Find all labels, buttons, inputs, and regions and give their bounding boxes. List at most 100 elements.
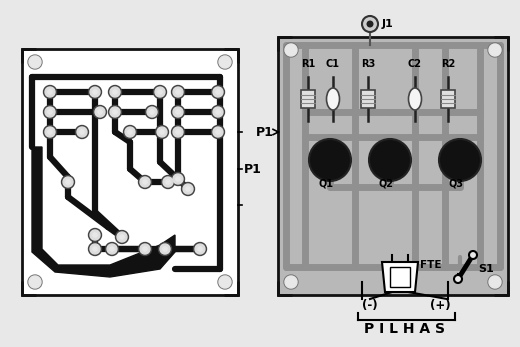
Circle shape — [98, 110, 102, 114]
Circle shape — [488, 275, 502, 289]
Circle shape — [125, 127, 135, 137]
Circle shape — [109, 105, 122, 118]
Circle shape — [153, 85, 166, 99]
Circle shape — [124, 126, 136, 138]
Circle shape — [48, 130, 52, 134]
Text: R3: R3 — [361, 59, 375, 69]
Circle shape — [90, 230, 100, 240]
Circle shape — [75, 126, 88, 138]
Circle shape — [45, 107, 55, 117]
Circle shape — [309, 139, 351, 181]
Circle shape — [183, 184, 193, 194]
Circle shape — [90, 244, 100, 254]
Circle shape — [216, 110, 220, 114]
Circle shape — [44, 85, 57, 99]
Bar — [278, 37, 508, 295]
Circle shape — [186, 187, 190, 191]
Circle shape — [93, 90, 97, 94]
Bar — [390, 267, 410, 287]
Circle shape — [45, 127, 55, 137]
Circle shape — [362, 16, 378, 32]
Circle shape — [439, 139, 481, 181]
Circle shape — [163, 247, 167, 251]
Circle shape — [172, 126, 185, 138]
Circle shape — [193, 243, 206, 255]
Text: S1: S1 — [478, 264, 494, 274]
Text: Q2: Q2 — [379, 178, 394, 188]
Circle shape — [48, 90, 52, 94]
Circle shape — [160, 244, 170, 254]
Circle shape — [48, 110, 52, 114]
Circle shape — [212, 105, 225, 118]
Circle shape — [176, 130, 180, 134]
Circle shape — [369, 139, 411, 181]
Circle shape — [95, 107, 105, 117]
Circle shape — [213, 87, 223, 97]
Circle shape — [285, 276, 297, 288]
Circle shape — [163, 177, 173, 187]
Text: (-): (-) — [362, 298, 378, 312]
Circle shape — [143, 180, 147, 184]
Circle shape — [140, 244, 150, 254]
Circle shape — [29, 276, 41, 288]
Circle shape — [110, 107, 120, 117]
Text: Q1: Q1 — [318, 178, 333, 188]
Circle shape — [115, 230, 128, 244]
Circle shape — [88, 85, 101, 99]
Circle shape — [138, 243, 151, 255]
Circle shape — [113, 90, 117, 94]
Text: R1: R1 — [301, 59, 315, 69]
Circle shape — [155, 87, 165, 97]
Circle shape — [147, 107, 157, 117]
Circle shape — [166, 180, 170, 184]
Circle shape — [285, 44, 297, 56]
Circle shape — [173, 87, 183, 97]
Circle shape — [219, 56, 231, 68]
Circle shape — [489, 44, 501, 56]
Circle shape — [219, 276, 231, 288]
Circle shape — [195, 244, 205, 254]
Circle shape — [469, 251, 477, 259]
Circle shape — [45, 87, 55, 97]
Circle shape — [155, 126, 168, 138]
Text: (+): (+) — [430, 298, 450, 312]
Circle shape — [128, 130, 132, 134]
Circle shape — [213, 127, 223, 137]
Circle shape — [176, 90, 180, 94]
Circle shape — [284, 43, 298, 57]
Circle shape — [212, 85, 225, 99]
Circle shape — [120, 235, 124, 239]
Text: P1: P1 — [244, 162, 262, 176]
Text: FTE: FTE — [420, 260, 441, 270]
Circle shape — [172, 85, 185, 99]
Circle shape — [28, 55, 42, 69]
Circle shape — [63, 177, 73, 187]
Circle shape — [489, 276, 501, 288]
Circle shape — [284, 275, 298, 289]
Circle shape — [146, 105, 159, 118]
Circle shape — [109, 85, 122, 99]
Circle shape — [117, 232, 127, 242]
Circle shape — [28, 275, 42, 289]
Ellipse shape — [409, 88, 422, 110]
Circle shape — [150, 110, 154, 114]
Text: C2: C2 — [408, 59, 422, 69]
Circle shape — [213, 107, 223, 117]
Text: R2: R2 — [441, 59, 455, 69]
Circle shape — [173, 107, 183, 117]
Ellipse shape — [327, 88, 340, 110]
Text: C1: C1 — [326, 59, 340, 69]
Circle shape — [107, 244, 117, 254]
Circle shape — [44, 126, 57, 138]
Circle shape — [176, 177, 180, 181]
Text: J1: J1 — [382, 19, 394, 29]
Circle shape — [173, 127, 183, 137]
Polygon shape — [382, 262, 418, 292]
Circle shape — [29, 56, 41, 68]
Polygon shape — [32, 147, 175, 277]
Circle shape — [93, 233, 97, 237]
Text: P I L H A S: P I L H A S — [365, 322, 446, 336]
Circle shape — [162, 176, 175, 188]
Circle shape — [88, 243, 101, 255]
Circle shape — [160, 130, 164, 134]
